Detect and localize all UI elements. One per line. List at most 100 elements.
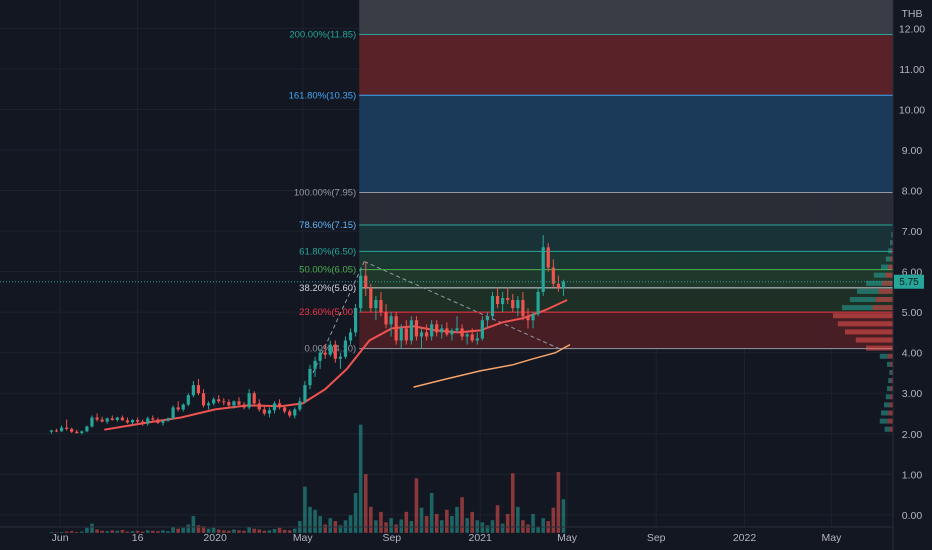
candle-body-29: [196, 385, 201, 394]
candle-body-61: [359, 275, 363, 309]
candle-body-82: [465, 334, 469, 337]
volume-profile-down-19: [890, 386, 893, 392]
volume-profile-up-15: [879, 353, 888, 359]
volume-bar-46: [282, 529, 287, 533]
volume-profile-down-6: [882, 280, 893, 286]
candle-body-68: [394, 316, 398, 341]
candle-body-71: [409, 320, 413, 341]
fib-band-6: [359, 287, 893, 313]
candle-body-46: [283, 407, 287, 412]
ma-slow-line: [413, 343, 571, 388]
volume-bar-94: [526, 524, 530, 533]
volume-bar-51: [308, 506, 312, 533]
volume-profile-up-0: [891, 232, 893, 238]
volume-bar-36: [232, 529, 236, 533]
volume-profile-up-17: [889, 369, 892, 375]
volume-bar-2: [59, 531, 64, 533]
candle-body-24: [171, 407, 175, 419]
volume-bar-30: [201, 526, 206, 533]
volume-bar-33: [216, 529, 221, 533]
candle-body-45: [277, 403, 282, 408]
volume-bar-63: [369, 506, 373, 533]
candle-body-58: [343, 340, 348, 357]
volume-bar-78: [445, 509, 449, 533]
candle-body-62: [364, 275, 368, 288]
volume-bar-47: [287, 530, 292, 533]
ma-fast-line: [104, 299, 568, 431]
candle-body-76: [435, 324, 439, 333]
candle-body-35: [227, 402, 231, 406]
volume-bar-67: [389, 518, 393, 533]
volume-bar-90: [505, 513, 510, 533]
volume-profile-up-16: [887, 361, 891, 367]
volume-bar-72: [414, 478, 419, 533]
volume-bar-0: [49, 531, 54, 533]
candle-body-100: [556, 283, 560, 288]
volume-bar-75: [429, 492, 434, 533]
price-tick-label-3: 9.00: [902, 145, 923, 157]
candle-body-98: [546, 247, 550, 268]
fib-band-1: [359, 95, 893, 193]
volume-bar-55: [328, 518, 333, 533]
candle-body-26: [181, 404, 185, 410]
volume-profile-down-8: [875, 296, 893, 302]
volume-bar-16: [130, 531, 135, 533]
volume-profile-up-11: [837, 321, 871, 327]
volume-bar-21: [156, 531, 160, 533]
volume-bar-32: [211, 527, 216, 533]
candle-body-67: [389, 316, 393, 325]
volume-profile-up-14: [866, 345, 883, 351]
candle-body-73: [419, 332, 424, 337]
volume-bar-7: [85, 527, 89, 533]
fibonacci-extension[interactable]: 200.00%(11.85) 161.80%(10.35) 100.00%(7.95…: [289, 0, 893, 355]
price-axis[interactable]: THB 12.0011.0010.009.008.007.006.005.004…: [892, 0, 932, 550]
volume-bar-97: [541, 518, 545, 533]
candle-body-9: [95, 417, 99, 420]
volume-profile-down-15: [887, 353, 893, 359]
volume-bar-38: [242, 530, 246, 533]
volume-bar-39: [247, 526, 251, 533]
candle-body-66: [384, 312, 388, 325]
candle-body-86: [485, 316, 490, 321]
candle-body-77: [440, 328, 444, 333]
trend-lines[interactable]: [312, 261, 560, 374]
volume-bar-85: [480, 522, 485, 533]
volume-bar-12: [110, 530, 115, 533]
candle-body-69: [399, 328, 403, 341]
volume-profile-up-4: [881, 264, 889, 270]
volume-bar-101: [561, 499, 566, 533]
candle-body-53: [318, 352, 322, 361]
candle-body-32: [212, 399, 216, 404]
volume-bar-5: [74, 531, 79, 533]
candle-body-101: [561, 281, 566, 288]
volume-profile-up-5: [873, 272, 886, 278]
volume-bar-68: [394, 524, 398, 533]
candle-body-93: [521, 299, 525, 317]
time-axis[interactable]: Jun 16 2020 May Sep 2021 May Sep 2022 May: [0, 526, 893, 544]
fib-level-label-0: 200.00%(11.85): [289, 29, 356, 40]
volume-profile-down-11: [870, 321, 893, 327]
candle-body-64: [374, 299, 378, 309]
candle-body-56: [333, 344, 337, 359]
candle-body-34: [222, 401, 226, 403]
time-tick-label-8: 2022: [733, 532, 757, 544]
volume-bar-95: [531, 513, 535, 533]
candle-body-49: [298, 401, 302, 410]
volume-profile-up-20: [885, 394, 891, 400]
volume-bar-26: [181, 527, 186, 533]
volume-bar-80: [455, 506, 459, 533]
volume-bar-41: [257, 529, 262, 533]
volume-bar-15: [125, 531, 130, 533]
volume-bar-99: [551, 507, 556, 533]
fib-band-0: [359, 34, 893, 96]
candle-body-36: [232, 401, 236, 406]
volume-profile-down-18: [891, 378, 893, 384]
fib-band-4: [359, 251, 893, 270]
volume-bar-70: [404, 511, 409, 533]
fib-band-5: [359, 269, 893, 288]
last-price-tag-box: [894, 274, 924, 289]
fib-level-label-6: 38.20%(5.60): [299, 283, 356, 294]
volume-bar-88: [495, 505, 500, 533]
candle-body-51: [308, 368, 312, 386]
